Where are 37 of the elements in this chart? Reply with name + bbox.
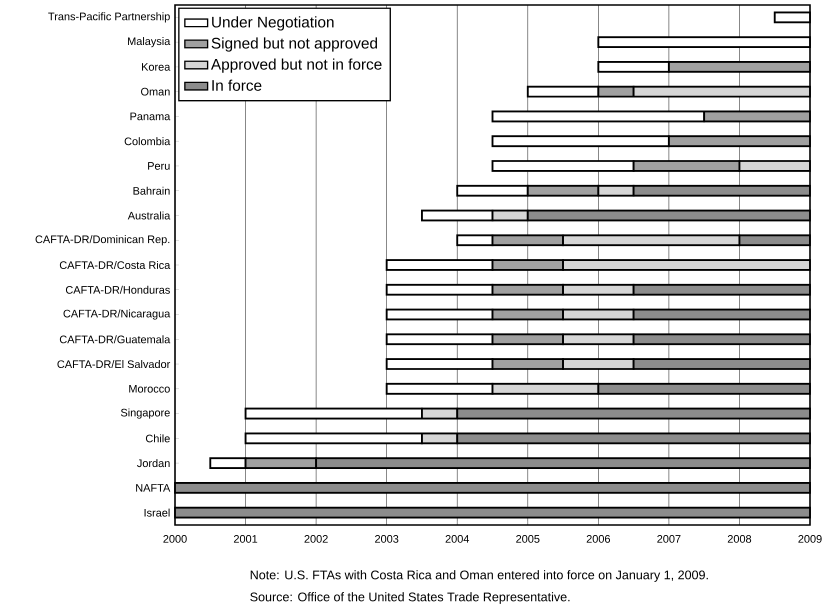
y-tick-label: Korea	[142, 63, 170, 71]
x-tick-label: 2001	[234, 535, 258, 543]
x-tick-label: 2006	[586, 535, 610, 543]
y-tick-label: CAFTA-DR/Dominican Rep.	[36, 235, 170, 246]
x-tick-label: 2004	[446, 535, 470, 543]
text: Note: U.S. FTAs with Costa Rica and Oman entered into force on January 1, 2009.	[250, 570, 708, 582]
y-tick-label: Panama	[130, 112, 170, 120]
x-tick-label: 2003	[375, 535, 398, 543]
y-tick-label: Malaysia	[128, 37, 170, 48]
y-tick-label: CAFTA-DR/El Salvador	[57, 360, 170, 368]
y-tick-label: Colombia	[124, 137, 170, 146]
x-tick-label: 2007	[657, 535, 681, 543]
legend-label: In force	[212, 80, 262, 91]
legend-label: Signed but not approved	[212, 37, 377, 52]
x-tick-label: 2002	[304, 535, 328, 543]
y-tick-label: CAFTA-DR/Honduras	[66, 286, 170, 294]
y-tick-label: Singapore	[120, 408, 170, 419]
y-tick-label: Israel	[144, 508, 170, 517]
y-tick-label: Chile	[146, 434, 170, 442]
source-note: Source: Office of the United States Trade Representative.	[250, 592, 570, 604]
x-tick-label: 2008	[728, 535, 752, 543]
y-tick-label: CAFTA-DR/Costa Rica	[60, 260, 170, 270]
x-tick-label: 2009	[798, 535, 822, 543]
x-tick-label: 2005	[516, 535, 540, 543]
legend-label: Approved but not in force	[210, 58, 382, 73]
x-tick-label: 2000	[163, 535, 187, 543]
y-tick-label: Jordan	[137, 459, 170, 468]
y-tick-label: NAFTA	[136, 484, 170, 492]
y-tick-label: CAFTA-DR/Guatemala	[60, 335, 170, 344]
y-tick-label: Morocco	[129, 384, 170, 393]
y-tick-label: Bahrain	[134, 186, 170, 195]
y-tick-label: Peru	[148, 162, 170, 170]
legend-label: Under Negotiation	[212, 16, 334, 31]
y-tick-label: Australia	[128, 211, 170, 220]
y-tick-label: CAFTA-DR/Nicaragua	[64, 309, 170, 320]
y-tick-label: Trans-Pacific Partnership	[48, 12, 170, 22]
y-tick-label: Oman	[141, 88, 170, 96]
